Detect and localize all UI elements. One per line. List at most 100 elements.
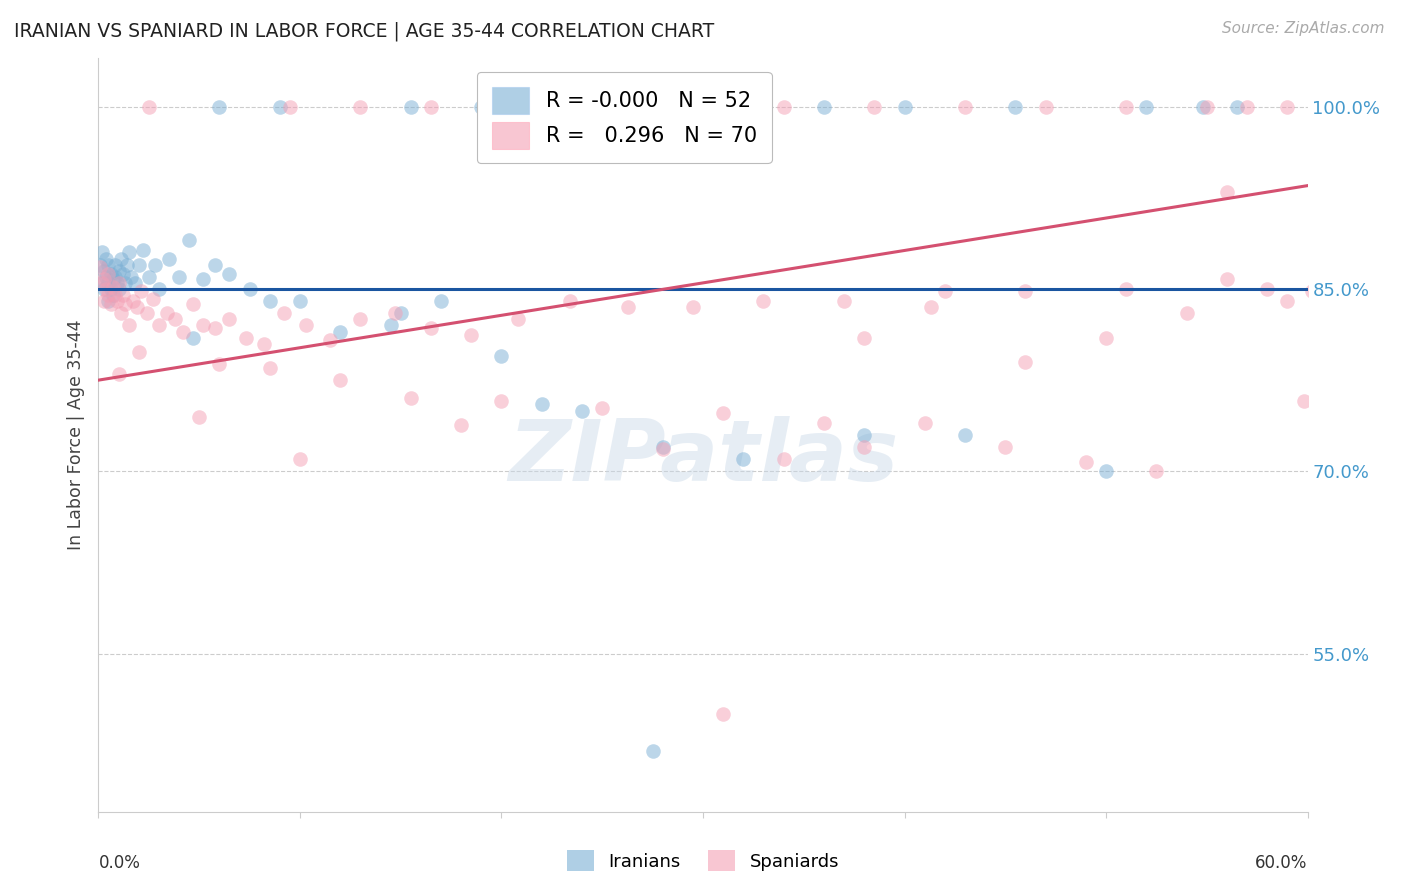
Text: 60.0%: 60.0%: [1256, 855, 1308, 872]
Point: [319, 333, 342, 347]
Point: [259, 361, 281, 376]
Point: [208, 357, 231, 371]
Point: [399, 392, 422, 406]
Point: [89, 258, 111, 272]
Point: [1095, 330, 1118, 344]
Point: [181, 330, 204, 344]
Point: [832, 294, 855, 309]
Point: [1014, 285, 1036, 299]
Point: [863, 100, 886, 114]
Point: [329, 373, 352, 387]
Point: [953, 427, 976, 442]
Point: [920, 300, 942, 314]
Point: [617, 300, 640, 314]
Point: [100, 268, 122, 282]
Point: [128, 345, 150, 359]
Point: [96, 269, 118, 284]
Point: [93, 264, 115, 278]
Point: [1277, 294, 1299, 309]
Point: [91, 276, 114, 290]
Point: [107, 276, 129, 290]
Point: [591, 401, 613, 416]
Point: [118, 318, 141, 333]
Point: [97, 288, 120, 302]
Point: [1320, 272, 1343, 286]
Point: [167, 269, 190, 284]
Point: [384, 306, 406, 320]
Point: [1191, 100, 1213, 114]
Point: [491, 349, 513, 363]
Point: [581, 100, 603, 114]
Point: [218, 268, 240, 282]
Text: 0.0%: 0.0%: [98, 855, 141, 872]
Point: [934, 285, 956, 299]
Point: [273, 306, 295, 320]
Point: [107, 367, 129, 381]
Point: [510, 100, 533, 114]
Point: [1341, 285, 1364, 299]
Point: [1277, 100, 1299, 114]
Point: [288, 294, 311, 309]
Point: [188, 409, 211, 424]
Point: [994, 440, 1017, 454]
Point: [389, 306, 412, 320]
Point: [612, 100, 634, 114]
Point: [1004, 100, 1026, 114]
Point: [1226, 100, 1249, 114]
Point: [1115, 282, 1137, 296]
Point: [93, 272, 115, 286]
Point: [181, 296, 204, 310]
Point: [1074, 454, 1097, 468]
Point: [120, 269, 142, 284]
Point: [115, 258, 138, 272]
Point: [143, 258, 166, 272]
Point: [148, 318, 170, 333]
Point: [253, 336, 276, 351]
Point: [239, 282, 262, 296]
Point: [97, 258, 120, 272]
Point: [278, 100, 301, 114]
Point: [682, 300, 704, 314]
Point: [193, 272, 215, 286]
Point: [111, 288, 134, 302]
Point: [420, 321, 443, 335]
Point: [97, 276, 120, 290]
Point: [295, 318, 318, 333]
Point: [430, 294, 453, 309]
Point: [110, 306, 132, 320]
Point: [1175, 306, 1198, 320]
Point: [470, 100, 492, 114]
Point: [128, 258, 150, 272]
Point: [491, 393, 513, 408]
Point: [101, 288, 124, 302]
Point: [651, 442, 673, 457]
Point: [156, 306, 179, 320]
Point: [121, 294, 143, 309]
Point: [91, 245, 114, 260]
Point: [349, 312, 371, 326]
Point: [1312, 282, 1334, 296]
Point: [420, 100, 443, 114]
Point: [1135, 100, 1157, 114]
Point: [132, 243, 155, 257]
Point: [105, 276, 128, 290]
Point: [103, 258, 125, 272]
Point: [91, 276, 114, 290]
Point: [135, 306, 157, 320]
Point: [329, 325, 352, 339]
Point: [1095, 464, 1118, 478]
Point: [110, 252, 132, 266]
Point: [157, 252, 180, 266]
Point: [124, 276, 146, 290]
Point: [682, 100, 704, 114]
Point: [953, 100, 976, 114]
Point: [172, 325, 194, 339]
Point: [100, 296, 122, 310]
Point: [269, 100, 291, 114]
Point: [813, 100, 835, 114]
Point: [118, 245, 141, 260]
Text: ZIPatlas: ZIPatlas: [508, 416, 898, 499]
Point: [1353, 285, 1375, 299]
Point: [204, 258, 226, 272]
Point: [813, 416, 835, 430]
